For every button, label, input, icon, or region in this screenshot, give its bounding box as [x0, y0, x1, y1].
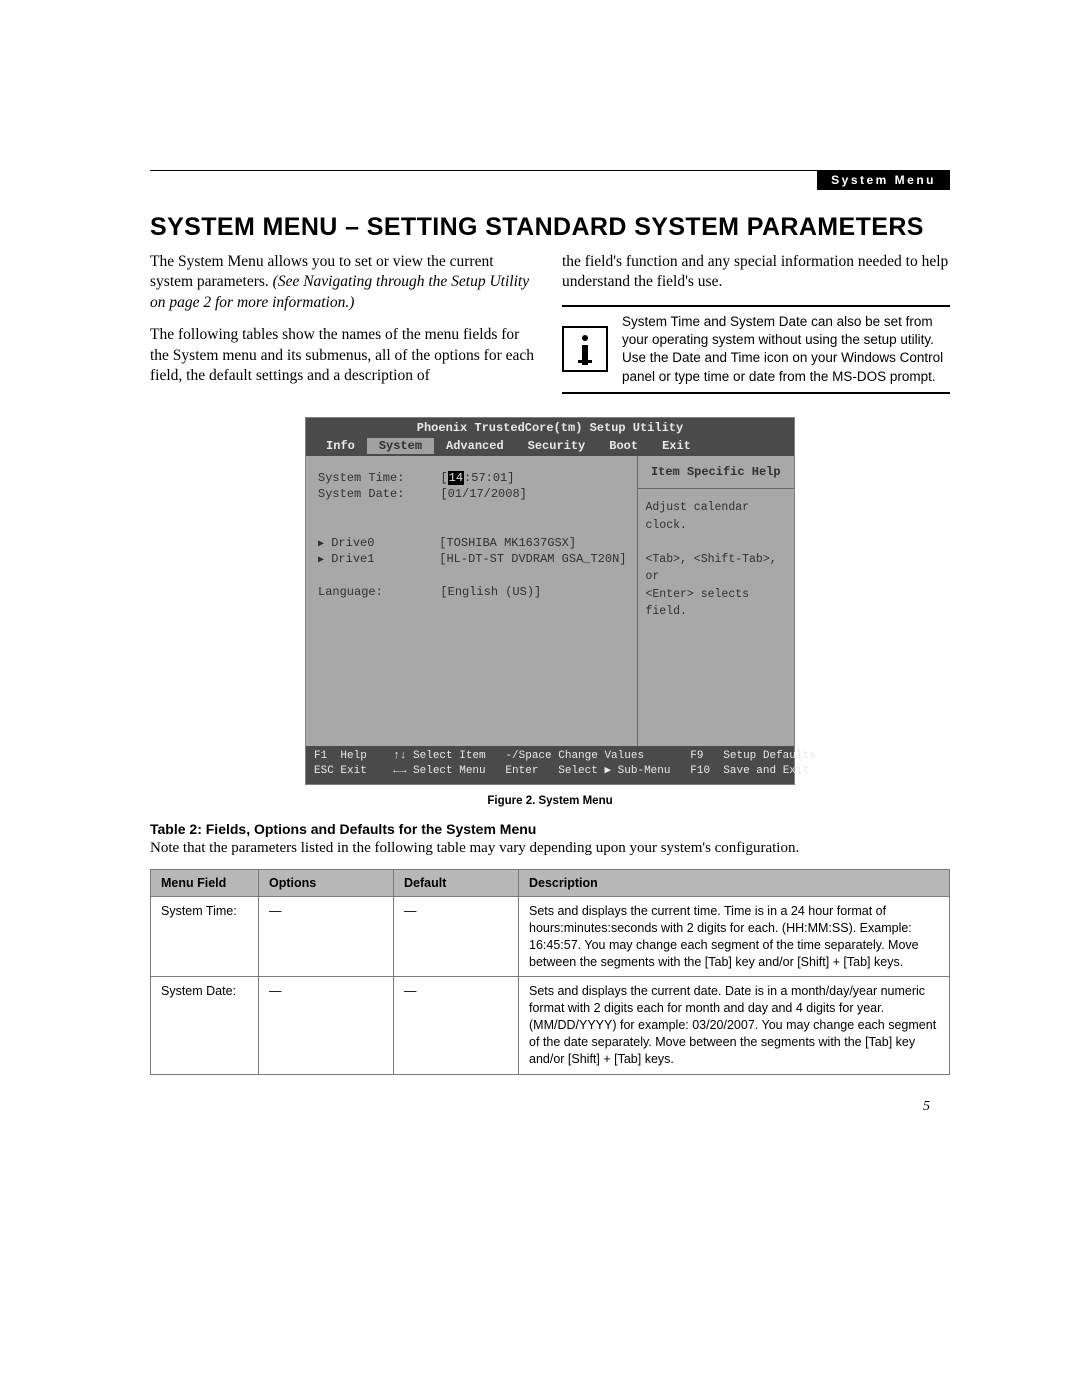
bios-tab-info: Info	[314, 438, 367, 454]
bios-tab-security: Security	[516, 438, 598, 454]
bios-footer: F1 Help ↑↓ Select Item -/Space Change Va…	[306, 746, 794, 784]
triangle-icon: ▶	[318, 539, 324, 550]
bios-help-body: Adjust calendar clock. <Tab>, <Shift-Tab…	[638, 489, 795, 630]
bios-lang-label: Language:	[318, 585, 383, 599]
page-title: SYSTEM MENU – SETTING STANDARD SYSTEM PA…	[150, 213, 950, 242]
cell-description: Sets and displays the current date. Date…	[519, 977, 950, 1074]
intro-left-column: The System Menu allows you to set or vie…	[150, 252, 538, 399]
table-header-row: Menu Field Options Default Description	[151, 869, 950, 896]
th-options: Options	[259, 869, 394, 896]
cell-options: —	[259, 896, 394, 977]
th-menu-field: Menu Field	[151, 869, 259, 896]
info-callout-text: System Time and System Date can also be …	[622, 313, 950, 386]
bios-drive0-value: [TOSHIBA MK1637GSX]	[439, 536, 576, 550]
figure-caption: Figure 2. System Menu	[150, 795, 950, 807]
cell-default: —	[394, 977, 519, 1074]
bios-title: Phoenix TrustedCore(tm) Setup Utility	[306, 418, 794, 438]
table-note: Note that the parameters listed in the f…	[150, 840, 950, 857]
bios-tab-boot: Boot	[597, 438, 650, 454]
table-row: System Date: — — Sets and displays the c…	[151, 977, 950, 1074]
info-icon	[562, 326, 608, 372]
triangle-icon: ▶	[318, 555, 324, 566]
cell-menu-field: System Date:	[151, 977, 259, 1074]
cell-options: —	[259, 977, 394, 1074]
bios-time-rest: :57:01]	[464, 471, 514, 485]
bios-help-title: Item Specific Help	[638, 456, 795, 489]
bios-drive1-label: Drive1	[331, 552, 374, 566]
intro-left-p2: The following tables show the names of t…	[150, 325, 538, 386]
fields-table: Menu Field Options Default Description S…	[150, 869, 950, 1075]
bios-time-label: System Time:	[318, 471, 404, 485]
bios-drive1-value: [HL-DT-ST DVDRAM GSA_T20N]	[439, 552, 626, 566]
bios-time-bracket-open: [	[440, 471, 447, 485]
bios-tab-system: System	[367, 438, 434, 454]
cell-default: —	[394, 896, 519, 977]
cell-description: Sets and displays the current time. Time…	[519, 896, 950, 977]
page-number: 5	[923, 1099, 930, 1115]
bios-date-label: System Date:	[318, 487, 404, 501]
th-default: Default	[394, 869, 519, 896]
bios-date-value: [01/17/2008]	[440, 487, 526, 501]
bios-time-cursor: 14	[448, 471, 464, 485]
info-callout: System Time and System Date can also be …	[562, 305, 950, 394]
bios-tab-exit: Exit	[650, 438, 703, 454]
bios-tabs: Info System Advanced Security Boot Exit	[306, 438, 794, 456]
th-description: Description	[519, 869, 950, 896]
header-rule: System Menu	[150, 170, 950, 171]
bios-screenshot: Phoenix TrustedCore(tm) Setup Utility In…	[305, 417, 795, 785]
bios-lang-value: [English (US)]	[440, 585, 541, 599]
bios-main-panel: System Time: [14:57:01] System Date: [01…	[306, 456, 637, 746]
intro-left-p1: The System Menu allows you to set or vie…	[150, 252, 538, 313]
bios-help-panel: Item Specific Help Adjust calendar clock…	[637, 456, 795, 746]
bios-footer-l2: ESC Exit ←→ Select Menu Enter Select ▶ S…	[314, 765, 809, 777]
bios-tab-advanced: Advanced	[434, 438, 516, 454]
intro-right-column: the field's function and any special inf…	[562, 252, 950, 399]
cell-menu-field: System Time:	[151, 896, 259, 977]
table-title: Table 2: Fields, Options and Defaults fo…	[150, 821, 950, 837]
header-chip: System Menu	[817, 170, 950, 190]
bios-drive0-label: Drive0	[331, 536, 374, 550]
intro-right-p1: the field's function and any special inf…	[562, 252, 950, 293]
bios-footer-l1: F1 Help ↑↓ Select Item -/Space Change Va…	[314, 750, 816, 762]
table-row: System Time: — — Sets and displays the c…	[151, 896, 950, 977]
